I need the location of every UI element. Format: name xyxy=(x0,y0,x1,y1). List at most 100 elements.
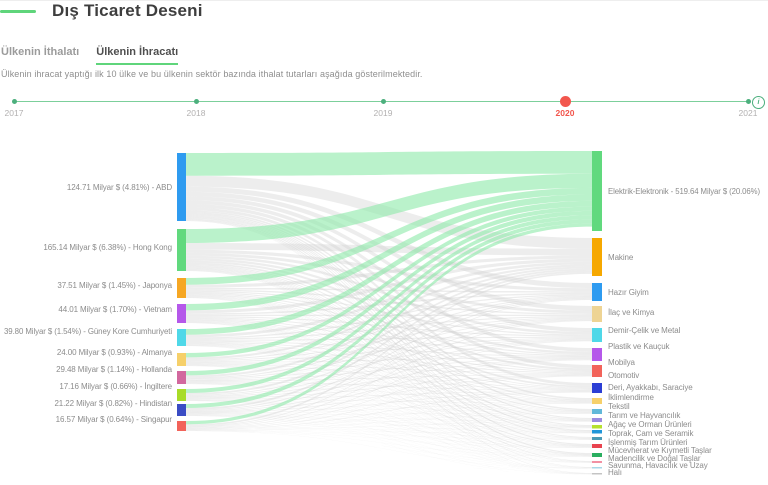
sankey-node-sector[interactable] xyxy=(592,467,602,469)
sankey-link[interactable] xyxy=(186,206,592,358)
sankey-link[interactable] xyxy=(186,293,592,389)
sankey-link[interactable] xyxy=(186,216,592,438)
sankey-link[interactable] xyxy=(186,297,592,468)
sankey-node-country[interactable] xyxy=(177,404,186,416)
sankey-link[interactable] xyxy=(186,343,592,403)
sankey-link[interactable] xyxy=(186,318,592,397)
sankey-link[interactable] xyxy=(186,292,592,372)
sankey-link[interactable] xyxy=(186,343,592,413)
sankey-link[interactable] xyxy=(186,365,592,447)
sankey-link[interactable] xyxy=(186,268,592,446)
sankey-link[interactable] xyxy=(186,392,592,430)
sankey-node-country[interactable] xyxy=(177,353,186,366)
sankey-link[interactable] xyxy=(186,382,592,433)
sankey-node-sector[interactable] xyxy=(592,151,602,231)
sankey-link[interactable] xyxy=(186,272,592,426)
sankey-link[interactable] xyxy=(186,294,592,402)
sankey-link[interactable] xyxy=(186,173,592,244)
sankey-link[interactable] xyxy=(186,430,592,448)
sankey-link[interactable] xyxy=(186,400,592,433)
sankey-link[interactable] xyxy=(186,415,592,440)
sankey-link[interactable] xyxy=(186,375,592,429)
sankey-link[interactable] xyxy=(186,415,592,448)
timeline-dot-2019[interactable] xyxy=(381,99,386,104)
timeline-dot-2021[interactable] xyxy=(746,99,751,104)
sankey-link[interactable] xyxy=(186,270,592,410)
sankey-link[interactable] xyxy=(186,297,592,396)
sankey-link[interactable] xyxy=(186,295,592,421)
sankey-link[interactable] xyxy=(186,359,592,429)
sankey-link[interactable] xyxy=(186,399,592,428)
sankey-link[interactable] xyxy=(186,218,592,455)
sankey-link[interactable] xyxy=(186,287,592,293)
sankey-link[interactable] xyxy=(186,265,592,412)
sankey-link[interactable] xyxy=(186,391,592,400)
sankey-link[interactable] xyxy=(186,345,592,475)
sankey-link[interactable] xyxy=(186,211,592,411)
sankey-node-country[interactable] xyxy=(177,421,186,431)
sankey-node-sector[interactable] xyxy=(592,328,602,342)
sankey-node-country[interactable] xyxy=(177,371,186,384)
sankey-link[interactable] xyxy=(186,187,592,285)
sankey-link[interactable] xyxy=(186,344,592,428)
sankey-link[interactable] xyxy=(186,258,592,314)
sankey-link[interactable] xyxy=(186,403,592,415)
sankey-link[interactable] xyxy=(186,430,592,434)
sankey-link[interactable] xyxy=(186,220,592,468)
sankey-link[interactable] xyxy=(186,383,592,475)
sankey-link[interactable] xyxy=(186,344,592,421)
timeline-year-2020[interactable]: 2020 xyxy=(555,108,575,118)
sankey-node-sector[interactable] xyxy=(592,444,602,448)
sankey-link[interactable] xyxy=(186,270,592,468)
sankey-link[interactable] xyxy=(186,322,592,474)
sankey-link[interactable] xyxy=(186,400,592,475)
sankey-link[interactable] xyxy=(186,344,592,440)
sankey-node-sector[interactable] xyxy=(592,430,602,434)
sankey-link[interactable] xyxy=(186,341,592,374)
sankey-link[interactable] xyxy=(186,364,592,433)
sankey-link[interactable] xyxy=(186,297,592,456)
sankey-link[interactable] xyxy=(186,318,592,373)
sankey-link[interactable] xyxy=(186,414,592,422)
sankey-link[interactable] xyxy=(186,264,592,401)
sankey-link[interactable] xyxy=(186,430,592,469)
sankey-link[interactable] xyxy=(186,297,592,463)
sankey-link[interactable] xyxy=(186,344,592,433)
sankey-link[interactable] xyxy=(186,317,592,362)
sankey-link[interactable] xyxy=(186,316,592,337)
sankey-link[interactable] xyxy=(186,321,592,428)
sankey-link[interactable] xyxy=(186,320,592,428)
sankey-link[interactable] xyxy=(186,270,592,474)
sankey-link[interactable] xyxy=(186,266,592,420)
sankey-link[interactable] xyxy=(186,421,592,431)
timeline-year-2017[interactable]: 2017 xyxy=(4,108,24,118)
timeline-year-2021[interactable]: 2021 xyxy=(738,108,758,118)
sankey-link[interactable] xyxy=(186,345,592,463)
sankey-link[interactable] xyxy=(186,339,592,413)
sankey-link[interactable] xyxy=(186,413,592,430)
sankey-link[interactable] xyxy=(186,207,592,386)
sankey-link[interactable] xyxy=(186,373,592,382)
sankey-link[interactable] xyxy=(186,383,592,448)
sankey-link[interactable] xyxy=(186,203,592,369)
sankey-link[interactable] xyxy=(186,322,592,468)
sankey-link[interactable] xyxy=(186,340,592,428)
sankey-node-sector[interactable] xyxy=(592,383,602,393)
sankey-link[interactable] xyxy=(186,363,592,391)
sankey-link[interactable] xyxy=(186,359,592,413)
sankey-link[interactable] xyxy=(186,382,592,414)
sankey-node-sector[interactable] xyxy=(592,425,602,429)
sankey-link[interactable] xyxy=(186,362,592,374)
sankey-link[interactable] xyxy=(186,151,592,176)
sankey-link[interactable] xyxy=(186,365,592,440)
sankey-link[interactable] xyxy=(186,345,592,469)
sankey-link[interactable] xyxy=(186,414,592,429)
sankey-link[interactable] xyxy=(186,399,592,414)
sankey-link[interactable] xyxy=(186,400,592,469)
sankey-link[interactable] xyxy=(186,319,592,412)
sankey-link[interactable] xyxy=(186,200,592,335)
sankey-link[interactable] xyxy=(186,289,592,315)
sankey-node-sector[interactable] xyxy=(592,437,602,440)
sankey-link[interactable] xyxy=(186,200,592,352)
sankey-link[interactable] xyxy=(186,381,592,392)
